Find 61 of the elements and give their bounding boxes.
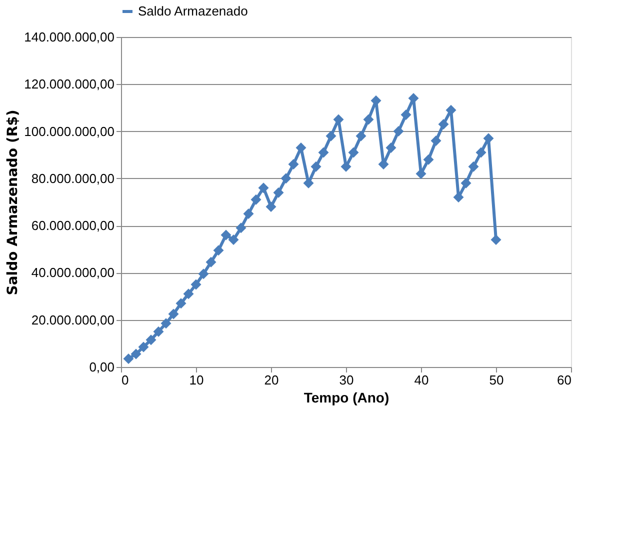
point (176, 298, 186, 309)
y-tick-label: 120.000.000,00 (24, 76, 114, 92)
point (393, 126, 404, 137)
point (318, 147, 329, 158)
point (423, 154, 434, 165)
point (266, 201, 276, 212)
point (370, 95, 382, 106)
point (183, 288, 194, 300)
y-tick-label: 80.000.000,00 (31, 170, 114, 186)
y-tick-label: 60.000.000,00 (31, 218, 114, 234)
point (363, 114, 374, 125)
point (288, 159, 299, 170)
legend-label: Saldo Armazenado (138, 4, 248, 18)
y-tick-label: 0,00 (89, 360, 114, 374)
point (258, 182, 269, 194)
x-tick-label: 30 (339, 372, 354, 388)
point (378, 159, 389, 170)
point (138, 342, 149, 352)
point (243, 208, 254, 220)
point (250, 194, 262, 205)
point (310, 161, 322, 172)
point (460, 178, 472, 188)
point (386, 142, 396, 154)
point (160, 318, 172, 329)
point (446, 104, 456, 116)
point (146, 334, 156, 346)
point (280, 173, 292, 184)
point (348, 147, 359, 158)
x-tick-label: 0 (122, 372, 129, 388)
point (236, 222, 246, 234)
x-tick-label: 10 (189, 372, 204, 388)
point (356, 130, 366, 142)
x-tick-label: 50 (489, 372, 504, 388)
point (468, 161, 479, 172)
x-tick-label: 20 (264, 372, 279, 388)
y-tick-label: 140.000.000,00 (24, 30, 114, 44)
point (220, 230, 232, 240)
x-axis-title: Tempo (Ano) (304, 390, 390, 406)
point (198, 268, 209, 280)
point (123, 354, 134, 364)
point (453, 192, 464, 203)
x-tick-label: 40 (414, 372, 429, 388)
y-axis-title: Saldo Armazenado (R$) (5, 110, 22, 296)
point (273, 187, 284, 198)
point (153, 326, 164, 337)
point (228, 234, 239, 245)
point (213, 245, 224, 256)
point (400, 110, 412, 120)
point (130, 348, 142, 360)
point (438, 118, 449, 130)
point (326, 130, 336, 142)
point (190, 279, 202, 290)
y-tick-label: 20.000.000,00 (31, 312, 114, 328)
x-tick-label: 60 (557, 372, 572, 388)
y-tick-label: 100.000.000,00 (24, 124, 114, 139)
point (168, 308, 179, 320)
y-tick-label: 40.000.000,00 (31, 265, 114, 280)
point (430, 135, 442, 146)
point (476, 147, 486, 158)
point (206, 256, 216, 268)
point (490, 234, 502, 245)
